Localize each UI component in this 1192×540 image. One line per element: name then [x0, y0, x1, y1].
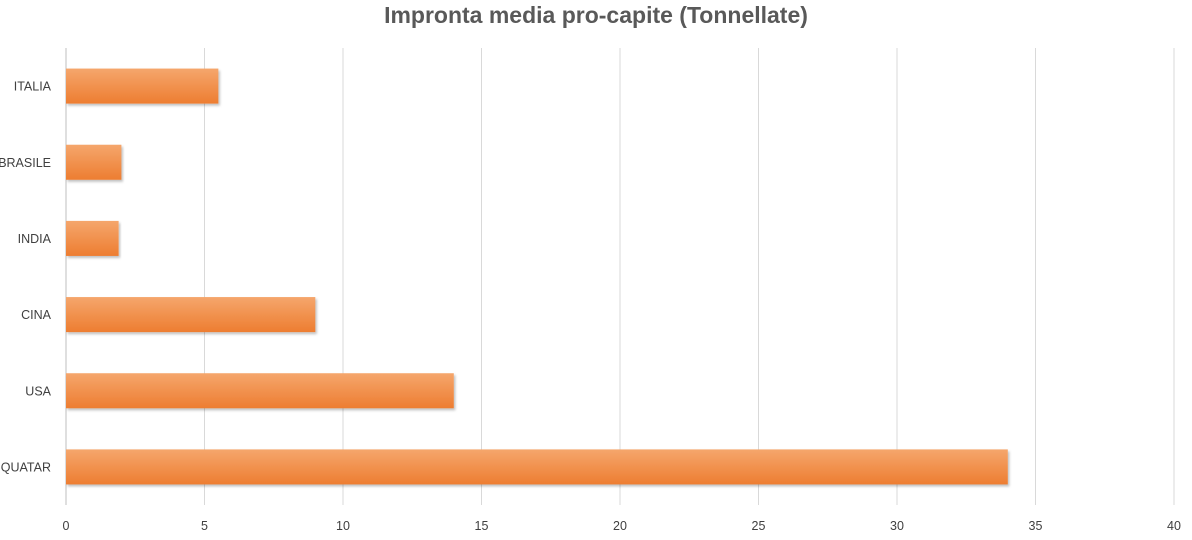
grid-lines [65, 48, 1175, 505]
category-label-brasile: BRASILE [0, 156, 51, 170]
chart-title: Impronta media pro-capite (Tonnellate) [384, 2, 808, 28]
x-tick-label: 0 [63, 519, 70, 533]
x-tick-label: 30 [890, 519, 904, 533]
category-labels: ITALIA BRASILE INDIA CINA USA QUATAR [0, 80, 52, 475]
x-tick-label: 25 [752, 519, 766, 533]
x-tick-labels: 0 5 10 15 20 25 30 35 40 [63, 519, 1181, 533]
bar-usa [66, 373, 454, 409]
x-tick-label: 15 [475, 519, 489, 533]
category-label-cina: CINA [21, 308, 52, 322]
x-tick-label: 40 [1167, 519, 1181, 533]
bar-india [66, 220, 119, 256]
category-label-italia: ITALIA [14, 80, 52, 94]
category-label-india: INDIA [18, 232, 52, 246]
x-tick-label: 5 [201, 519, 208, 533]
bar-quatar [66, 449, 1008, 485]
x-tick-label: 10 [336, 519, 350, 533]
category-label-usa: USA [25, 384, 51, 398]
x-tick-label: 20 [613, 519, 627, 533]
bars [66, 68, 1008, 485]
bar-italia [66, 68, 219, 104]
bar-cina [66, 297, 316, 333]
category-label-quatar: QUATAR [1, 460, 51, 474]
bar-brasile [66, 144, 122, 180]
x-tick-label: 35 [1029, 519, 1043, 533]
